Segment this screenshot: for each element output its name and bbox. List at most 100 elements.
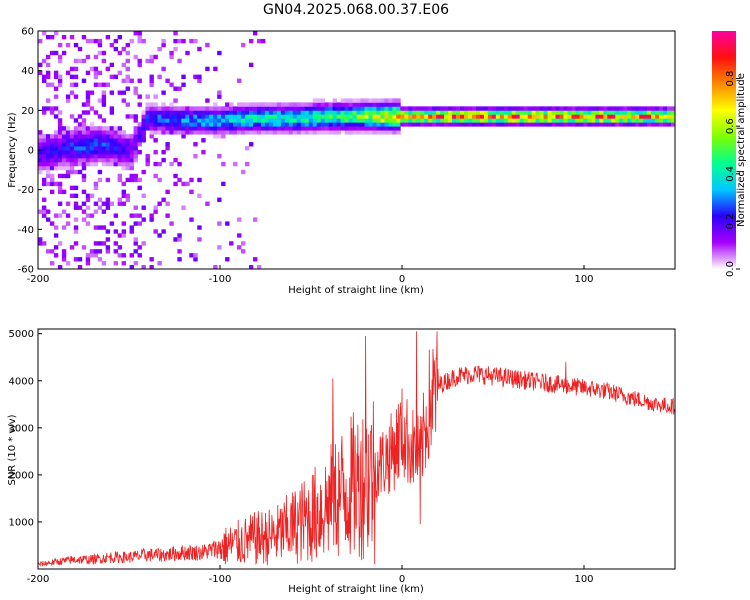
spectrogram-cell (272, 114, 278, 119)
spectrogram-cell (276, 118, 282, 123)
spectrogram-cell (101, 98, 107, 103)
spectrogram-cell (280, 122, 286, 127)
spectrogram-cell (81, 153, 87, 159)
spectrogram-cell (197, 46, 202, 52)
spectrogram-cell (308, 102, 314, 107)
spectrogram-cell (38, 62, 43, 68)
spectrogram-cell (197, 225, 202, 230)
spectrogram-cell (571, 118, 576, 123)
spectrogram-cell (384, 102, 389, 107)
spectrogram-cell (663, 106, 668, 111)
spectrogram-cell (185, 181, 190, 187)
spectrogram-cell (117, 70, 123, 76)
spectrogram-cell (511, 110, 517, 115)
spectrogram-cell (368, 118, 373, 123)
spectrogram-cell (264, 110, 270, 115)
spectrogram-cell (181, 114, 186, 119)
spectrogram-cell (137, 31, 142, 36)
spectrogram-cell (173, 157, 178, 163)
spectrogram-cell (388, 122, 393, 127)
spectrogram-cell (260, 106, 266, 111)
spectrogram-cell (559, 106, 564, 111)
spectrogram-cell (380, 106, 385, 111)
spectrogram-cell (217, 114, 222, 119)
spectrogram-cell (296, 102, 302, 107)
colorbar-tick-label: 0.2 (725, 213, 736, 229)
spectrogram-cell (149, 58, 154, 64)
spectrogram-cell (479, 110, 485, 115)
spectrogram-cell (647, 122, 652, 127)
spectrogram-cell (77, 46, 83, 52)
spectrogram-y-tick-label: 60 (21, 27, 34, 38)
spectrogram-cell (197, 193, 202, 198)
spectrogram-cell (225, 221, 230, 226)
spectrogram-cell (49, 173, 55, 179)
spectrogram-cell (296, 126, 302, 131)
spectrogram-cell (288, 106, 294, 111)
spectrogram-cell (237, 114, 242, 119)
spectrogram-cell (607, 118, 612, 123)
spectrogram-cell (101, 157, 107, 163)
spectrogram-cell (563, 110, 568, 115)
spectrogram-cell (49, 181, 55, 187)
spectrogram-cell (460, 118, 465, 123)
spectrogram-cell (133, 237, 138, 242)
spectrogram-cell (53, 130, 59, 135)
spectrogram-cell (145, 157, 150, 163)
spectrogram-cell (527, 118, 533, 123)
spectrogram-cell (280, 102, 286, 107)
spectrogram-cell (145, 118, 150, 123)
spectrogram-cell (372, 98, 377, 103)
spectrogram-cell (97, 205, 103, 210)
spectrogram-cell (280, 130, 286, 135)
spectrogram-cell (591, 118, 596, 123)
spectrogram-cell (241, 42, 246, 48)
spectrogram-cell (113, 74, 119, 79)
spectrogram-cell (241, 169, 246, 175)
spectrogram-cell (487, 114, 493, 119)
spectrogram-cell (471, 122, 477, 127)
spectrogram-cell (45, 34, 51, 40)
spectrogram-cell (392, 122, 397, 127)
spectrogram-cell (575, 118, 580, 123)
spectrogram-cell (121, 150, 126, 155)
spectrogram-cell (61, 126, 67, 131)
spectrogram-cell (133, 213, 138, 218)
spectrogram-cell (165, 142, 170, 147)
spectrogram-cell (408, 106, 413, 111)
spectrogram-cell (201, 150, 206, 155)
spectrogram-cell (133, 31, 138, 36)
spectrogram-cell (555, 106, 560, 111)
spectrogram-cell (332, 126, 337, 131)
spectrogram-cell (272, 118, 278, 123)
spectrogram-cell (332, 114, 337, 119)
spectrogram-y-tick-label: 20 (21, 106, 34, 117)
spectrogram-cell (467, 114, 473, 119)
spectrogram-cell (384, 98, 389, 103)
spectrogram-cell (591, 110, 596, 115)
spectrogram-cell (272, 110, 278, 115)
spectrogram-cell (129, 150, 134, 155)
spectrogram-cell (348, 98, 353, 103)
spectrogram-cell (109, 42, 115, 48)
spectrogram-cell (157, 177, 162, 183)
spectrogram-cell (655, 106, 660, 111)
spectrogram-cell (89, 253, 95, 258)
spectrogram-cell (69, 82, 75, 87)
spectrogram-cell (49, 249, 55, 254)
spectrogram-cell (173, 173, 178, 179)
snr-x-tick-label: 100 (574, 574, 593, 585)
spectrogram-cell (667, 118, 672, 123)
spectrogram-cell (272, 130, 278, 135)
spectrogram-cell (209, 118, 214, 123)
spectrogram-cell (217, 130, 222, 135)
spectrogram-cell (499, 106, 505, 111)
spectrogram-cell (324, 122, 330, 127)
spectrogram-cell (125, 197, 130, 202)
spectrogram-cell (193, 118, 198, 123)
spectrogram-cell (535, 110, 541, 115)
spectrogram-cell (217, 110, 222, 115)
spectrogram-cell (93, 66, 99, 72)
spectrogram-cell (145, 126, 150, 131)
